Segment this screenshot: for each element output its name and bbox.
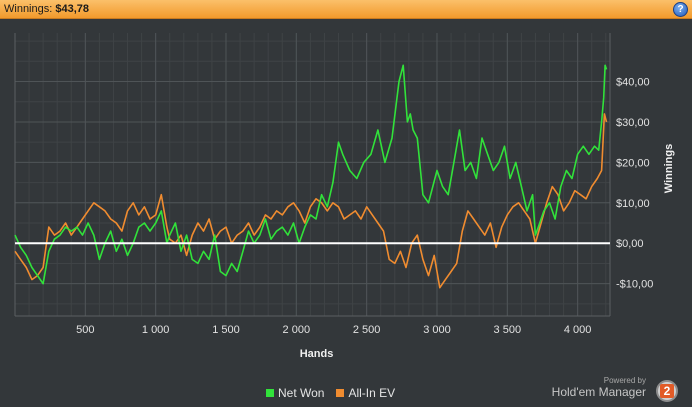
y-axis-title: Winnings bbox=[663, 144, 675, 193]
help-icon: ? bbox=[677, 4, 684, 15]
x-axis-title: Hands bbox=[300, 348, 334, 360]
winnings-label: Winnings: bbox=[4, 3, 53, 15]
winnings-title: Winnings: $43,78 bbox=[4, 3, 89, 15]
legend-item-all-in-ev[interactable]: All-In EV bbox=[336, 386, 395, 400]
x-tick-label: 500 bbox=[76, 324, 94, 336]
series-lines bbox=[14, 64, 610, 289]
x-tick-label: 1 500 bbox=[212, 324, 240, 336]
plot-area bbox=[15, 33, 610, 316]
legend-swatch bbox=[266, 389, 274, 397]
y-tick-label: $0,00 bbox=[616, 238, 644, 250]
legend-swatch bbox=[336, 389, 345, 397]
y-tick-label: $40,00 bbox=[616, 77, 650, 89]
y-tick-label: $20,00 bbox=[616, 157, 650, 169]
x-tick-label: 2 000 bbox=[283, 324, 311, 336]
y-tick-label: -$10,00 bbox=[616, 279, 653, 291]
x-tick-label: 3 500 bbox=[494, 324, 522, 336]
legend-label: Net Won bbox=[278, 386, 325, 400]
axis-labels: 500 1 000 1 500 2 000 2 500 3 000 3 500 4 000 $4… bbox=[76, 77, 675, 360]
x-tick-label: 2 500 bbox=[353, 324, 381, 336]
y-tick-label: $10,00 bbox=[616, 198, 650, 210]
x-tick-label: 3 000 bbox=[423, 324, 451, 336]
winnings-chart: 500 1 000 1 500 2 000 2 500 3 000 3 500 4 000 $4… bbox=[14, 33, 675, 360]
legend-item-net-won[interactable]: Net Won bbox=[266, 386, 324, 400]
series-line-all-in-ev bbox=[14, 113, 608, 289]
y-tick-label: $30,00 bbox=[616, 117, 650, 129]
winnings-value: $43,78 bbox=[55, 3, 90, 15]
axes bbox=[14, 33, 611, 317]
help-button[interactable]: ? bbox=[673, 2, 688, 17]
legend: Net Won All-In EV bbox=[266, 386, 395, 402]
x-tick-label: 4 000 bbox=[564, 324, 592, 336]
title-bar: Winnings: $43,78 ? bbox=[0, 0, 692, 19]
series-line-net-won bbox=[14, 64, 608, 285]
legend-label: All-In EV bbox=[348, 386, 396, 400]
hem2-logo-icon: 2 bbox=[656, 380, 678, 402]
grid-lines bbox=[15, 33, 610, 316]
x-tick-label: 1 000 bbox=[142, 324, 170, 336]
brand-text: Powered by Hold'em Manager bbox=[551, 376, 646, 399]
